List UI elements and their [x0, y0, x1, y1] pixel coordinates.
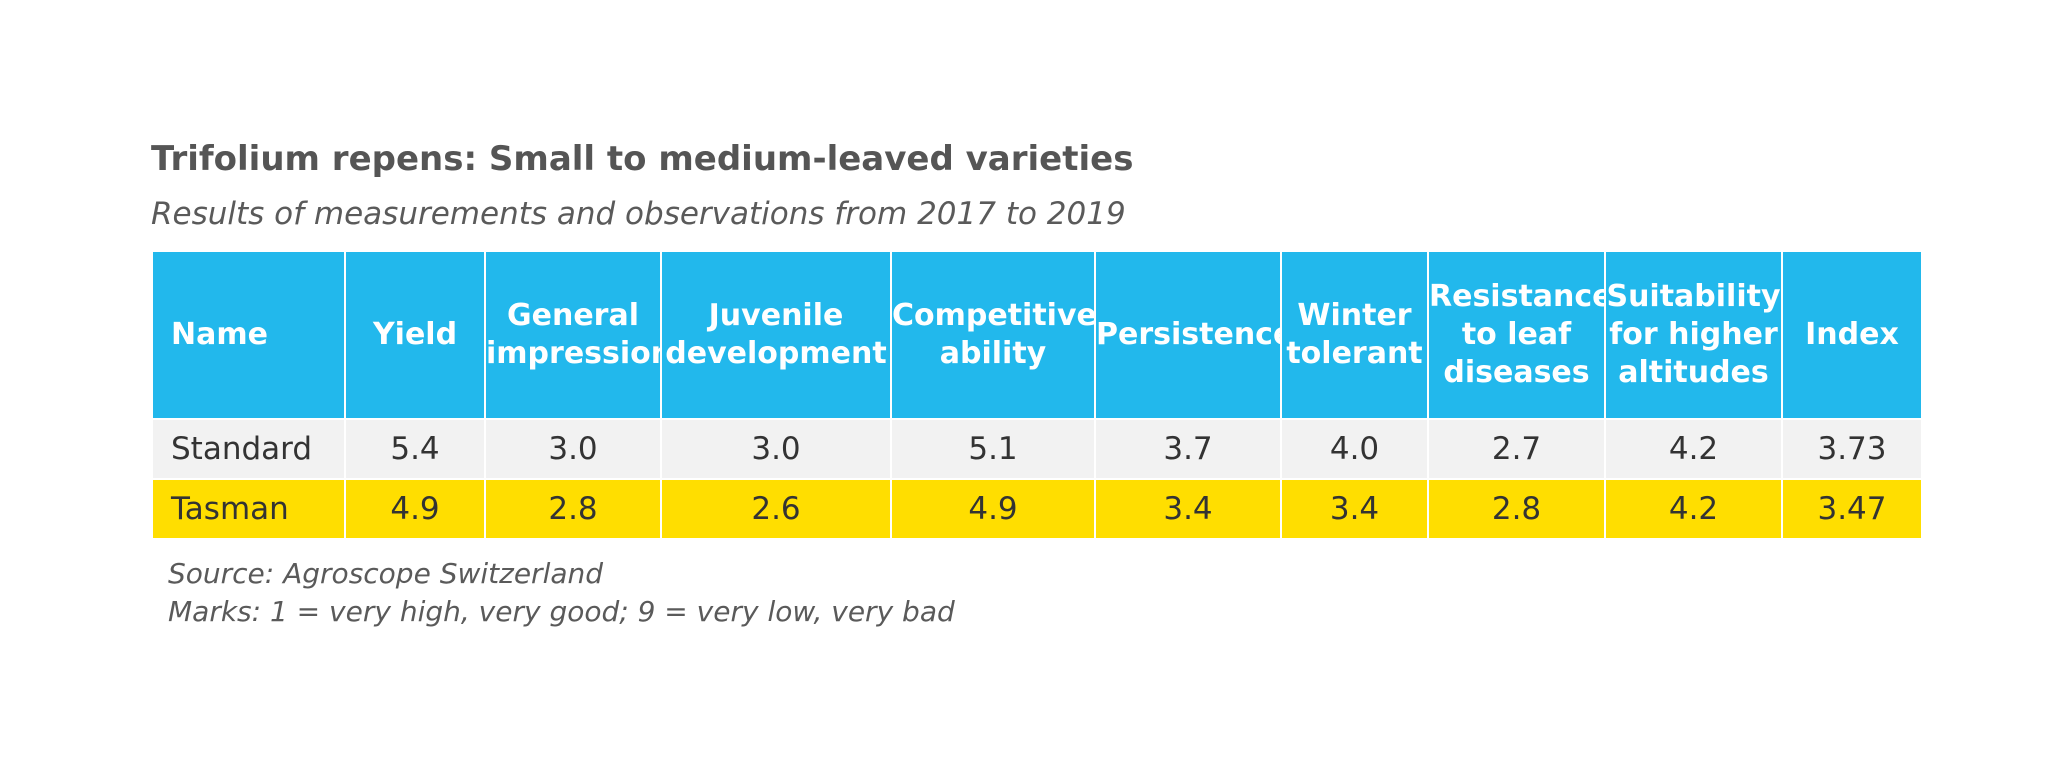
- table-row-standard: Standard 5.4 3.0 3.0 5.1 3.7 4.0 2.7 4.2…: [151, 419, 1923, 480]
- column-header-winter-tolerant: Winter tolerant: [1280, 252, 1429, 420]
- general-impression-cell: 3.0: [484, 419, 662, 480]
- general-impression-cell: 2.8: [484, 479, 662, 538]
- header-row: Name Yield General impression Juvenile d…: [151, 252, 1923, 420]
- index-cell: 3.47: [1781, 479, 1923, 538]
- suitability-altitudes-cell: 4.2: [1604, 479, 1783, 538]
- yield-cell: 4.9: [344, 479, 486, 538]
- resistance-leaf-diseases-cell: 2.7: [1427, 419, 1606, 480]
- table-row-tasman: Tasman 4.9 2.8 2.6 4.9 3.4 3.4 2.8 4.2 3…: [151, 479, 1923, 538]
- column-header-index: Index: [1781, 252, 1923, 420]
- persistence-cell: 3.7: [1094, 419, 1282, 480]
- winter-tolerant-cell: 3.4: [1280, 479, 1429, 538]
- column-header-yield: Yield: [344, 252, 486, 420]
- column-header-persistence: Persistence: [1094, 252, 1282, 420]
- chart-title: Trifolium repens: Small to medium-leaved…: [151, 139, 1134, 179]
- row-name-cell: Standard: [151, 419, 346, 480]
- juvenile-development-cell: 3.0: [660, 419, 892, 480]
- suitability-altitudes-cell: 4.2: [1604, 419, 1783, 480]
- competitive-ability-cell: 4.9: [890, 479, 1096, 538]
- column-header-competitive-ability: Competitive ability: [890, 252, 1096, 420]
- column-header-general-impression: General impression: [484, 252, 662, 420]
- winter-tolerant-cell: 4.0: [1280, 419, 1429, 480]
- chart-subtitle: Results of measurements and observations…: [151, 196, 1126, 232]
- marks-legend-note: Marks: 1 = very high, very good; 9 = ver…: [168, 595, 955, 628]
- column-header-suitability-altitudes: Suitability for higher altitudes: [1604, 252, 1783, 420]
- column-header-resistance-leaf-diseases: Resistance to leaf diseases: [1427, 252, 1606, 420]
- footnotes: Source: Agroscope Switzerland Marks: 1 =…: [168, 555, 955, 631]
- results-table: Name Yield General impression Juvenile d…: [151, 252, 1923, 538]
- resistance-leaf-diseases-cell: 2.8: [1427, 479, 1606, 538]
- column-header-name: Name: [151, 252, 346, 420]
- competitive-ability-cell: 5.1: [890, 419, 1096, 480]
- juvenile-development-cell: 2.6: [660, 479, 892, 538]
- persistence-cell: 3.4: [1094, 479, 1282, 538]
- column-header-juvenile-development: Juvenile development: [660, 252, 892, 420]
- source-note: Source: Agroscope Switzerland: [168, 557, 604, 590]
- index-cell: 3.73: [1781, 419, 1923, 480]
- yield-cell: 5.4: [344, 419, 486, 480]
- row-name-cell: Tasman: [151, 479, 346, 538]
